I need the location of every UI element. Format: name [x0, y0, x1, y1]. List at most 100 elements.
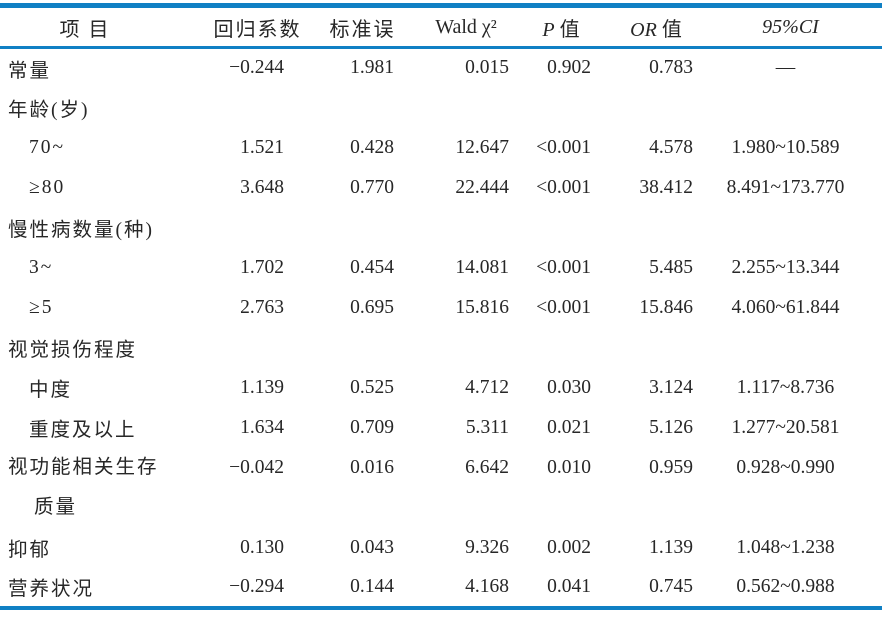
cell-95ci: 0.562~0.988 — [736, 575, 835, 597]
cell-standard-error: 0.454 — [350, 256, 394, 278]
col-header-coefficient: 回归系数 — [183, 5, 310, 49]
cell-p-value: 0.002 — [547, 536, 591, 558]
cell-or-value — [597, 208, 699, 248]
cell-wald — [403, 208, 513, 248]
cell-standard-error: 0.770 — [350, 176, 394, 198]
cell-p-value — [513, 328, 597, 368]
cell-p-value: <0.001 — [536, 296, 591, 318]
table-row-depression: 抑郁 0.130 0.043 9.326 0.002 1.139 1.048~1… — [0, 528, 882, 568]
header-row: 项 目 回归系数 标准误 Wald χ² P 值 OR 值 95%CI — [0, 5, 882, 49]
cell-95ci — [699, 328, 882, 368]
cell-item: 常量 — [8, 60, 52, 82]
col-header-or-value-label: 值 — [656, 18, 682, 41]
cell-p-value: 0.021 — [547, 416, 591, 438]
table-row-visual-impairment-group: 视觉损伤程度 — [0, 328, 882, 368]
cell-wald: 6.642 — [465, 456, 509, 478]
table-row-age-80: ≥80 3.648 0.770 22.444 <0.001 38.412 8.4… — [0, 168, 882, 208]
col-header-standard-error-label: 标准误 — [329, 18, 396, 41]
cell-or-value: 5.126 — [649, 416, 693, 438]
cell-standard-error — [310, 328, 403, 368]
cell-wald: 5.311 — [465, 416, 509, 438]
p-symbol: P — [542, 18, 555, 41]
cell-item: 重度及以上 — [29, 420, 137, 441]
cell-95ci: 1.277~20.581 — [731, 416, 840, 438]
cell-coefficient: 1.634 — [240, 416, 284, 438]
cell-coefficient: 1.702 — [240, 256, 284, 278]
cell-or-value — [597, 328, 699, 368]
cell-item: 慢性病数量(种) — [8, 220, 154, 241]
cell-coefficient: 1.521 — [240, 136, 284, 158]
cell-p-value: 0.041 — [547, 575, 591, 597]
logistic-regression-table: 项 目 回归系数 标准误 Wald χ² P 值 OR 值 95%CI 常量 −… — [0, 3, 882, 610]
cell-p-value: <0.001 — [536, 256, 591, 278]
table-row-chronic-disease-group: 慢性病数量(种) — [0, 208, 882, 248]
cell-standard-error: 0.144 — [350, 575, 394, 597]
cell-95ci: 1.117~8.736 — [736, 376, 835, 398]
cell-95ci: 4.060~61.844 — [731, 296, 840, 318]
cell-item: 营养状况 — [8, 579, 95, 600]
cell-item: 3~ — [29, 256, 54, 278]
cell-item-line2: 质量 — [34, 496, 78, 518]
or-symbol: OR — [630, 18, 657, 41]
table-row-nutrition: 营养状况 −0.294 0.144 4.168 0.041 0.745 0.56… — [0, 568, 882, 608]
cell-wald — [403, 328, 513, 368]
cell-95ci: 2.255~13.344 — [731, 256, 840, 278]
cell-p-value: <0.001 — [536, 136, 591, 158]
cell-item: ≥5 — [29, 296, 54, 318]
cell-p-value: 0.010 — [547, 456, 591, 478]
col-header-wald-chi-square: Wald χ² — [403, 5, 513, 49]
cell-wald: 4.712 — [465, 376, 509, 398]
cell-coefficient: 3.648 — [240, 176, 284, 198]
table-row-chronic-5: ≥5 2.763 0.695 15.816 <0.001 15.846 4.06… — [0, 288, 882, 328]
col-header-p-value-label: 值 — [554, 18, 580, 41]
cell-item: 70~ — [29, 136, 66, 158]
cell-standard-error — [310, 88, 403, 128]
table-row-chronic-3: 3~ 1.702 0.454 14.081 <0.001 5.485 2.255… — [0, 248, 882, 288]
cell-item-line1: 视功能相关生存 — [8, 456, 159, 478]
col-header-or-value: OR 值 — [597, 5, 699, 49]
cell-wald: 14.081 — [455, 256, 509, 278]
table-row-age-70: 70~ 1.521 0.428 12.647 <0.001 4.578 1.98… — [0, 128, 882, 168]
cell-wald — [403, 88, 513, 128]
cell-or-value: 38.412 — [639, 176, 693, 198]
cell-standard-error: 0.525 — [350, 376, 394, 398]
cell-or-value: 0.959 — [649, 456, 693, 478]
cell-or-value: 5.485 — [649, 256, 693, 278]
col-header-standard-error: 标准误 — [310, 5, 403, 49]
cell-p-value: 0.902 — [547, 57, 591, 79]
col-header-p-value: P 值 — [513, 5, 597, 49]
cell-item: ≥80 — [29, 176, 66, 198]
col-header-coefficient-label: 回归系数 — [213, 18, 302, 41]
cell-standard-error: 0.709 — [350, 416, 394, 438]
cell-wald: 15.816 — [455, 296, 509, 318]
cell-or-value: 0.783 — [649, 57, 693, 79]
table-row-severe: 重度及以上 1.634 0.709 5.311 0.021 5.126 1.27… — [0, 408, 882, 448]
cell-coefficient: −0.042 — [229, 456, 284, 478]
cell-or-value: 3.124 — [649, 376, 693, 398]
table-row-age-group: 年龄(岁) — [0, 88, 882, 128]
cell-95ci — [699, 88, 882, 128]
cell-p-value: 0.030 — [547, 376, 591, 398]
col-header-95ci: 95%CI — [699, 5, 882, 49]
cell-or-value — [597, 88, 699, 128]
cell-or-value: 0.745 — [649, 575, 693, 597]
cell-coefficient — [183, 208, 310, 248]
cell-or-value: 15.846 — [639, 296, 693, 318]
cell-standard-error: 0.428 — [350, 136, 394, 158]
cell-item: 抑郁 — [8, 540, 52, 561]
cell-wald: 4.168 — [465, 575, 509, 597]
cell-or-value: 4.578 — [649, 136, 693, 158]
cell-wald: 9.326 — [465, 536, 509, 558]
cell-standard-error: 1.981 — [350, 57, 394, 79]
cell-coefficient — [183, 328, 310, 368]
col-header-95ci-label: 95%CI — [762, 15, 819, 38]
cell-wald: 22.444 — [455, 176, 509, 198]
cell-95ci: 1.980~10.589 — [731, 136, 840, 158]
cell-95ci: — — [775, 57, 796, 79]
cell-p-value — [513, 88, 597, 128]
table-row-vision-qol: 视功能相关生存 质量 −0.042 0.016 6.642 0.010 0.959… — [0, 448, 882, 528]
cell-95ci: 8.491~173.770 — [726, 176, 845, 198]
cell-item: 中度 — [29, 380, 73, 401]
cell-coefficient: −0.294 — [229, 575, 284, 597]
cell-coefficient: 1.139 — [240, 376, 284, 398]
